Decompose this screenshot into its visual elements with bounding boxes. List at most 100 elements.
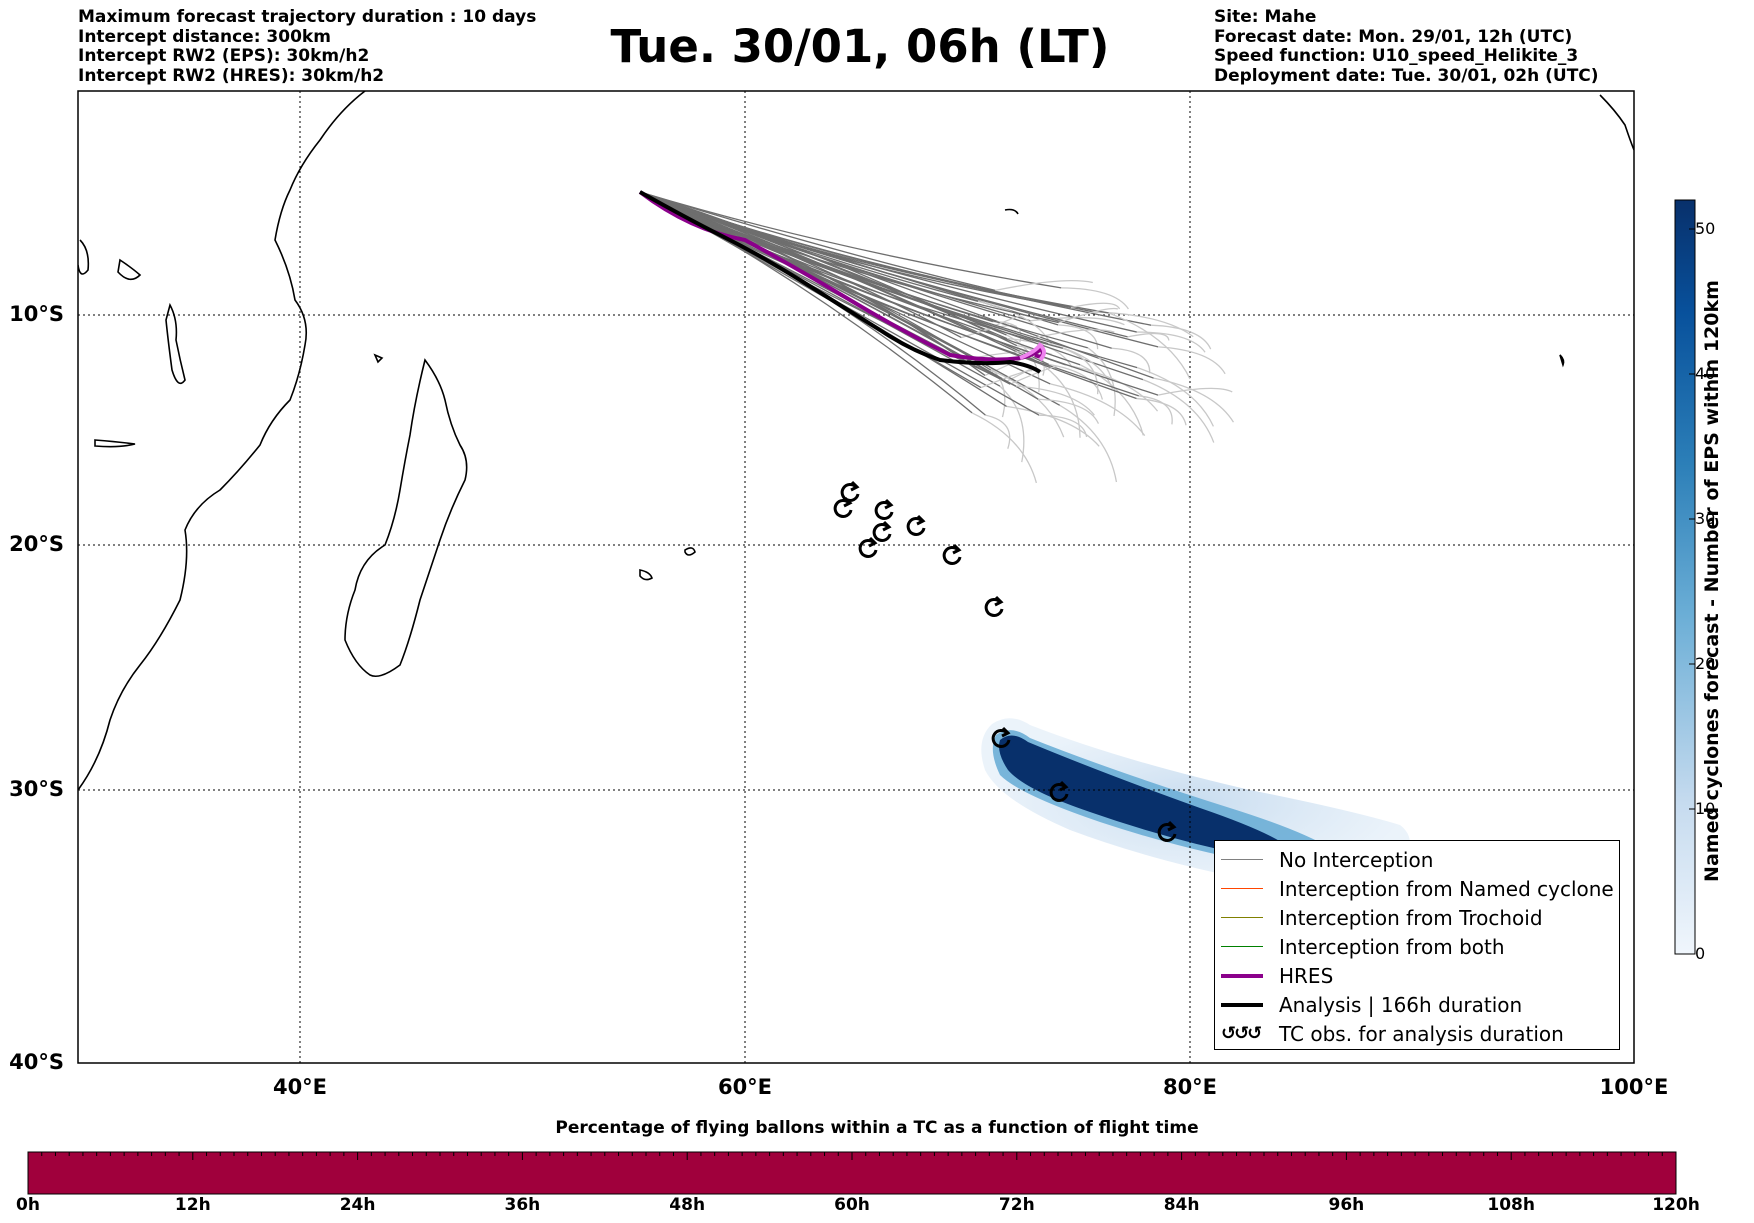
tc-obs-icon [833, 496, 853, 518]
eps-trajectory-tail [995, 280, 1093, 292]
map-frame [77, 90, 1635, 1064]
colorbar-tick-label: 10 [1695, 799, 1716, 818]
flight-time-tick-label: 108h [1487, 1195, 1535, 1215]
flight-time-tick-label: 72h [998, 1195, 1035, 1215]
eps-trajectory-tail [1061, 287, 1129, 310]
legend-swatch [1221, 888, 1263, 889]
hres-trajectory-end [1019, 342, 1046, 362]
colorbar-tick-label: 40 [1695, 364, 1716, 383]
eps-trajectory-line [639, 191, 1064, 350]
eps-trajectory-tail [1058, 324, 1099, 350]
eps-trajectory-tail [999, 385, 1025, 463]
eps-trajectory-tail [1136, 331, 1206, 353]
eps-trajectory-tail [1142, 379, 1215, 443]
flight-time-tick-label: 12h [174, 1195, 211, 1215]
eps-trajectory-tail [1048, 363, 1104, 400]
legend-swatch [1221, 859, 1263, 860]
colorbar-tick-label: 0 [1695, 944, 1706, 963]
colorbar-tickmarks [1689, 228, 1695, 955]
hres-trajectory [638, 190, 1045, 362]
legend-item-tc-obs: ↺↺↺ TC obs. for analysis duration [1221, 1019, 1564, 1048]
coastlines [78, 91, 1634, 791]
eps-trajectory-tail [1006, 405, 1100, 447]
header-left-line: Intercept distance: 300km [78, 26, 331, 47]
eps-trajectory-tail [1059, 404, 1118, 483]
flight-time-ticks [27, 1152, 1677, 1160]
eps-trajectory-line [639, 191, 1159, 348]
tc-obs-icon [858, 536, 878, 558]
eps-trajectory-tail [1127, 332, 1170, 341]
eps-trajectory-tail [1038, 398, 1100, 424]
header-left: Maximum forecast trajectory duration : 1… [78, 7, 537, 86]
tc-obs-icon [840, 480, 860, 502]
eps-trajectory-tail [1136, 367, 1215, 427]
legend-label: Interception from Trochoid [1279, 905, 1543, 930]
colorbar-title: Named cyclones forecast - Number of EPS … [1701, 280, 1723, 882]
analysis-trajectory [639, 190, 1042, 374]
flight-time-title: Percentage of flying ballons within a TC… [555, 1118, 1199, 1138]
flight-time-tick-label: 48h [669, 1195, 706, 1215]
eps-trajectory-tail [1087, 347, 1116, 417]
eps-trajectory-tail [1136, 397, 1187, 426]
eps-trajectory-tail [1158, 346, 1226, 375]
eps-trajectory-tail [1062, 347, 1099, 395]
plot-title: Tue. 30/01, 06h (LT) [610, 20, 1110, 73]
eps-trajectory-tail [1009, 366, 1057, 385]
eps-trajectory-tail [1108, 312, 1191, 380]
lat-label: 10°S [9, 302, 64, 326]
colorbar-tick-label: 50 [1695, 219, 1716, 238]
eps-trajectory-tail [980, 370, 1033, 389]
eps-trajectory-tail [1138, 395, 1173, 425]
header-left-line: Intercept RW2 (HRES): 30km/h2 [78, 65, 385, 86]
eps-trajectory-tail [1151, 324, 1212, 350]
tc-obs-icon [906, 514, 926, 536]
lon-label: 60°E [717, 1075, 773, 1099]
eps-trajectory-tail [1039, 414, 1088, 438]
eps-trajectory-tail [1157, 387, 1233, 396]
eps-trajectory-tail [1058, 307, 1119, 324]
eps-trajectory-tail [1070, 302, 1121, 310]
tc-obs-icon [942, 543, 962, 565]
eps-trajectory-line [639, 191, 996, 292]
flight-time-tick-label: 36h [504, 1195, 541, 1215]
lon-label: 100°E [1599, 1075, 1669, 1099]
legend-swatch [1221, 917, 1263, 918]
legend-label: Interception from both [1279, 934, 1505, 959]
eps-trajectory-tail [1047, 343, 1114, 390]
eps-trajectory-tail [1153, 377, 1235, 423]
legend-swatch [1221, 973, 1263, 978]
flight-time-tick-label: 120h [1652, 1195, 1700, 1215]
legend-swatch [1221, 1002, 1263, 1007]
eps-trajectory-tail [1079, 364, 1144, 436]
header-left-line: Maximum forecast trajectory duration : 1… [78, 7, 537, 27]
lat-label: 40°S [9, 1050, 64, 1074]
header-right: Site: Mahe Forecast date: Mon. 29/01, 12… [1214, 7, 1599, 86]
legend-item-trochoid: Interception from Trochoid [1221, 903, 1543, 932]
eps-trajectory-tail [971, 412, 1038, 484]
colorbar-tick-label: 30 [1695, 509, 1716, 528]
legend-swatch [1221, 946, 1263, 947]
eps-trajectory-tail [1038, 361, 1081, 438]
tc-obs-icon [872, 520, 892, 542]
eps-trajectory-tail [1015, 385, 1095, 416]
eps-trajectory-line [639, 191, 1095, 313]
legend-item-hres: HRES [1221, 961, 1333, 990]
flight-time-tick-label: 60h [834, 1195, 870, 1215]
lat-label: 20°S [9, 532, 64, 556]
legend-label: No Interception [1279, 847, 1434, 872]
eps-trajectory-line [639, 191, 1062, 289]
eps-trajectory-line [639, 191, 1039, 400]
lon-label: 40°E [272, 1075, 328, 1099]
legend-item-analysis: Analysis | 166h duration [1221, 990, 1522, 1019]
lat-label: 30°S [9, 777, 64, 801]
colorbar [1674, 199, 1696, 955]
flight-time-tick-label: 0h [16, 1195, 40, 1215]
legend-label: HRES [1279, 963, 1334, 988]
legend-item-both: Interception from both [1221, 932, 1505, 961]
tc-obs-icon [874, 498, 894, 520]
eps-trajectory-line [639, 191, 1049, 345]
flight-time-tick-label: 84h [1163, 1195, 1200, 1215]
flight-time-tick-label: 24h [339, 1195, 376, 1215]
eps-trajectory-tail [1111, 347, 1151, 374]
